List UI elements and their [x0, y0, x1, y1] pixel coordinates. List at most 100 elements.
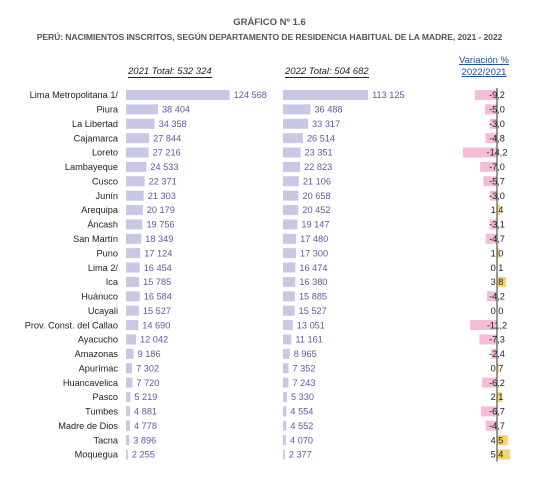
category-label: Moquegua	[75, 450, 119, 460]
bar-2022	[283, 277, 295, 287]
value-label-2021: 124 568	[234, 90, 267, 100]
value-label-2021: 16 454	[144, 263, 172, 273]
value-label-2022: 15 527	[299, 306, 327, 316]
bar-2021	[126, 234, 141, 244]
value-label-2021: 21 303	[148, 191, 176, 201]
bar-2022	[283, 349, 290, 359]
bar-2021	[126, 291, 140, 301]
bar-2021	[126, 306, 139, 316]
value-label-2022: 17 300	[300, 248, 328, 258]
bar-2022	[283, 378, 288, 388]
value-label-2021: 22 371	[149, 176, 177, 186]
value-label-2021: 18 349	[145, 234, 173, 244]
bar-2021	[126, 148, 149, 158]
value-label-2021: 7 720	[136, 378, 159, 388]
value-label-2022: 7 243	[292, 378, 315, 388]
bar-2022	[283, 450, 285, 460]
bar-2022	[283, 176, 299, 186]
value-label-2022: 4 552	[290, 421, 313, 431]
value-label-2022: 22 823	[304, 162, 332, 172]
bar-2021	[126, 421, 130, 431]
value-label-2021: 27 216	[153, 148, 181, 158]
bar-2022	[283, 191, 299, 201]
bar-2022	[283, 306, 295, 316]
value-label-2022: 113 125	[372, 90, 405, 100]
value-label-2021: 24 533	[150, 162, 178, 172]
bar-2021	[126, 378, 132, 388]
value-label-2021: 19 756	[146, 220, 174, 230]
category-label: Lima Metropolitana 1/	[30, 90, 119, 100]
category-label: Ayacucho	[78, 335, 118, 345]
category-label: Lima 2/	[88, 263, 119, 273]
bar-2022	[283, 133, 303, 143]
category-label: Cusco	[92, 176, 118, 186]
bar-2021	[126, 219, 142, 229]
bar-2022	[283, 248, 296, 258]
bar-2021	[126, 435, 129, 445]
value-label-2021: 34 358	[159, 119, 187, 129]
bar-2021	[126, 334, 136, 344]
value-label-2022: 4 070	[290, 435, 313, 445]
value-label-2022: 7 352	[293, 363, 316, 373]
value-label-2022: 15 885	[299, 292, 327, 302]
value-label-2021: 3 896	[133, 435, 156, 445]
category-label: Amazonas	[75, 349, 119, 359]
bar-2022	[283, 219, 297, 229]
bar-2022	[283, 421, 286, 431]
value-label-2022: 19 147	[301, 220, 329, 230]
value-label-2022: 8 965	[294, 349, 317, 359]
value-label-2021: 12 042	[140, 335, 168, 345]
bar-2021	[126, 277, 139, 287]
value-label-2021: 15 527	[143, 306, 171, 316]
value-label-2021: 2 255	[132, 450, 155, 460]
bar-2022	[283, 148, 301, 158]
value-label-2022: 2 377	[289, 450, 312, 460]
category-label: Cajamarca	[74, 133, 119, 143]
bar-2022	[283, 392, 287, 402]
bar-2021	[126, 320, 138, 330]
value-label-2021: 5 219	[134, 392, 157, 402]
value-label-2022: 33 317	[312, 119, 340, 129]
value-label-2022: 20 658	[303, 191, 331, 201]
bar-2021	[126, 176, 145, 186]
bar-2021	[126, 191, 144, 201]
category-label: Tumbes	[85, 407, 118, 417]
value-label-2021: 17 124	[144, 248, 172, 258]
value-label-2022: 23 351	[305, 148, 333, 158]
bar-2021	[126, 392, 130, 402]
bar-2022	[283, 104, 310, 114]
value-label-2021: 14 690	[142, 320, 170, 330]
value-label-2022: 11 161	[295, 335, 322, 345]
bar-2022	[283, 406, 286, 416]
category-label: Prov. Const. del Callao	[25, 320, 118, 330]
bar-2021	[126, 162, 146, 172]
value-label-2022: 20 452	[302, 205, 330, 215]
value-label-2021: 20 179	[147, 205, 175, 215]
category-label: Pasco	[92, 392, 118, 402]
bar-2021	[126, 205, 143, 215]
bar-2022	[283, 119, 308, 129]
value-label-2022: 5 330	[291, 392, 314, 402]
bar-2021	[126, 363, 132, 373]
value-label-2021: 7 302	[136, 363, 159, 373]
bar-2021	[126, 406, 130, 416]
value-label-2021: 15 785	[143, 277, 171, 287]
bar-2022	[283, 320, 293, 330]
category-label: Huancavelica	[63, 378, 119, 388]
bar-2022	[283, 263, 295, 273]
bar-2022	[283, 363, 289, 373]
category-label: Huánuco	[81, 292, 118, 302]
value-label-2021: 9 186	[138, 349, 161, 359]
value-label-2021: 38 404	[162, 105, 190, 115]
bar-2021	[126, 90, 230, 100]
value-label-2022: 16 380	[299, 277, 327, 287]
bar-2021	[126, 248, 140, 258]
value-label-2022: 36 488	[314, 105, 342, 115]
value-label-2021: 27 844	[153, 133, 181, 143]
category-label: Puno	[97, 248, 118, 258]
category-label: Ica	[106, 277, 119, 287]
category-label: Junín	[96, 191, 118, 201]
category-label: Arequipa	[81, 205, 119, 215]
bar-2021	[126, 450, 128, 460]
